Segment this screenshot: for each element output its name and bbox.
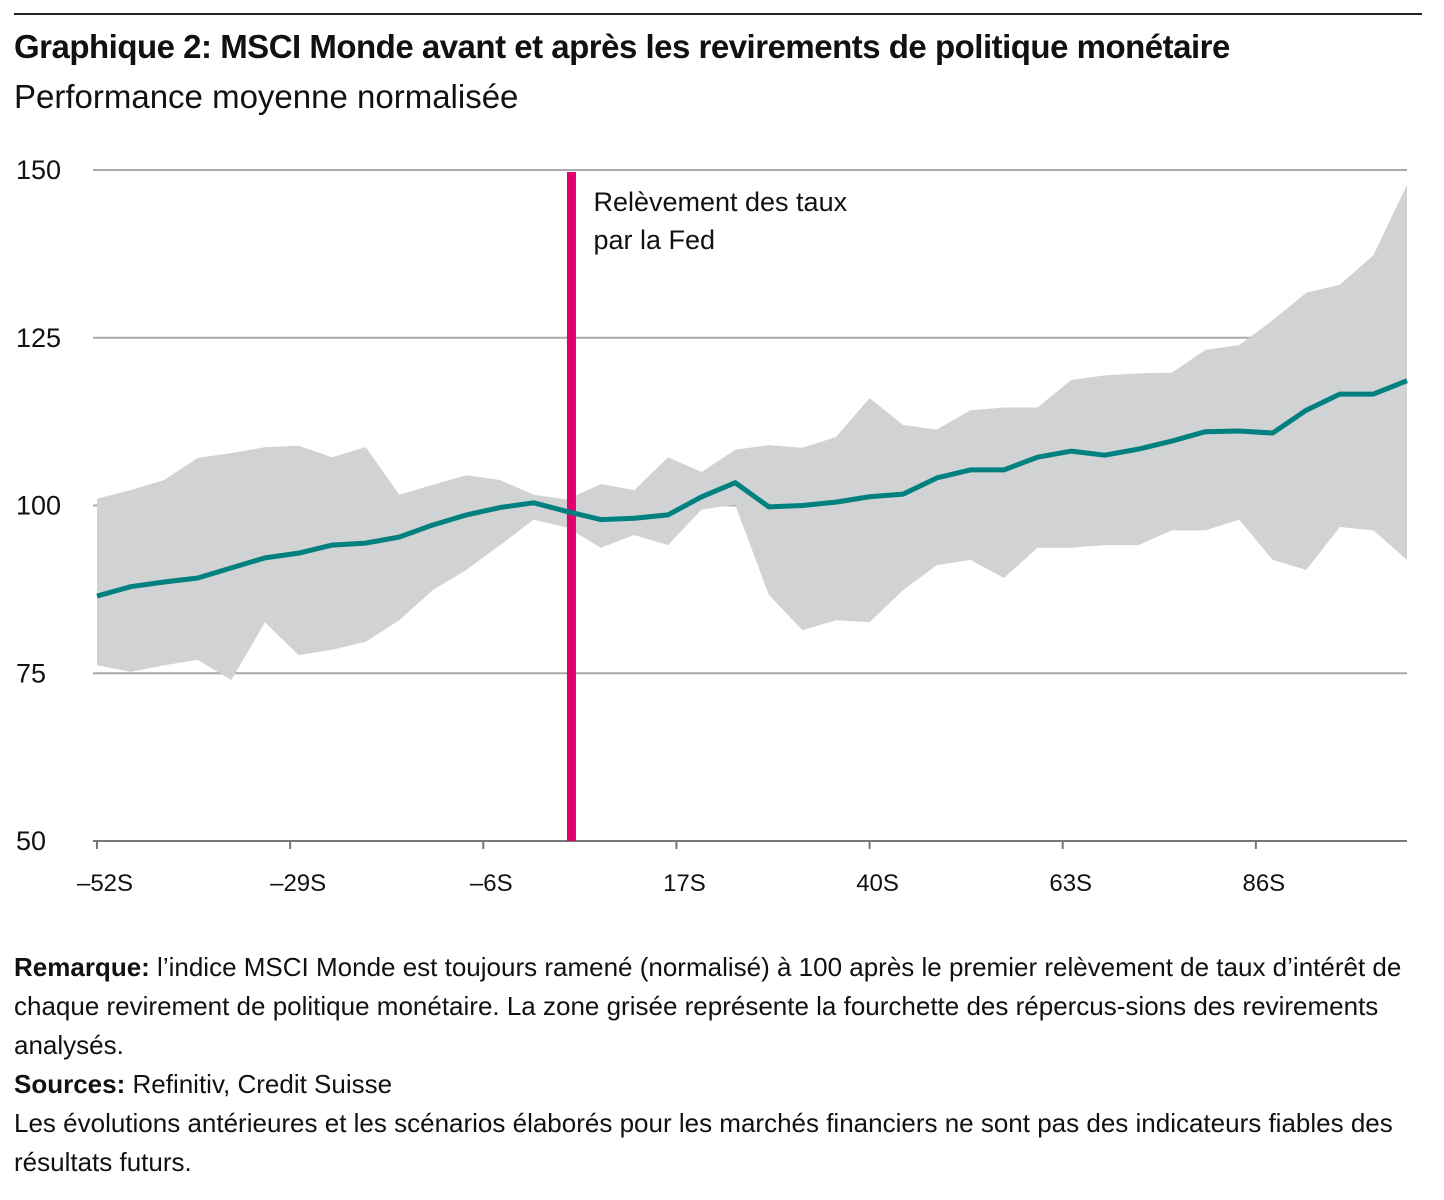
y-tick-label: 75	[16, 658, 46, 688]
x-tick-label: 63S	[1049, 870, 1092, 897]
x-tick-label: 86S	[1242, 870, 1285, 897]
x-tick-label: –29S	[270, 870, 326, 897]
remark-label: Remarque:	[14, 952, 150, 982]
notes: Remarque: l’indice MSCI Monde est toujou…	[14, 948, 1414, 1182]
chart-subtitle: Performance moyenne normalisée	[14, 78, 519, 115]
x-tick-label: 40S	[856, 870, 899, 897]
x-tick-label: 17S	[663, 870, 706, 897]
annotation-line2: par la Fed	[593, 225, 715, 255]
annotation-line1: Relèvement des taux	[593, 187, 847, 217]
sources-label: Sources:	[14, 1069, 126, 1099]
y-tick-label: 100	[16, 491, 61, 521]
disclaimer: Les évolutions antérieures et les scénar…	[14, 1108, 1393, 1177]
chart-title: Graphique 2: MSCI Monde avant et après l…	[14, 28, 1230, 65]
y-tick-label: 125	[16, 323, 61, 353]
x-tick-label: –6S	[470, 870, 513, 897]
y-tick-label: 150	[16, 155, 61, 185]
mean-line	[96, 378, 1408, 599]
range-band	[97, 184, 1407, 680]
remark-text: l’indice MSCI Monde est toujours ramené …	[14, 952, 1402, 1060]
y-tick-label: 50	[16, 826, 46, 856]
sources-text: Refinitiv, Credit Suisse	[125, 1069, 393, 1099]
top-rule	[14, 13, 1422, 15]
chart: 50 75 100 125 150 –52S –29S –6S 17S 40S 63S 86S Re…	[16, 155, 1408, 897]
x-tick-label: –52S	[77, 870, 133, 897]
